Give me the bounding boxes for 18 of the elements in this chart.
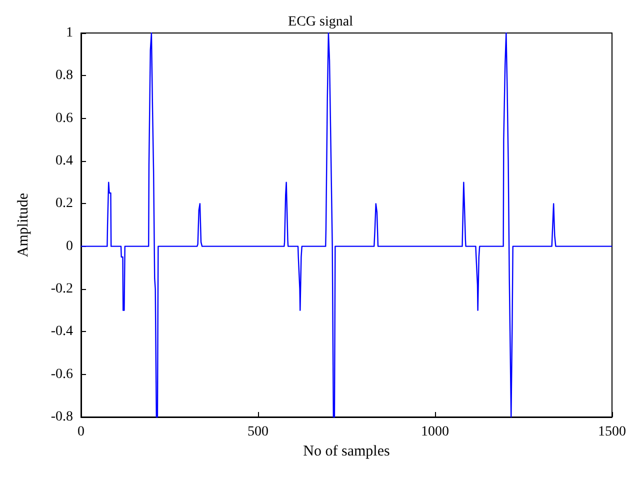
x-tick-label: 0 [78,424,84,440]
y-tick-label: 1 [66,26,73,40]
y-tick-label: 0 [66,238,73,254]
line-series [80,32,613,418]
x-tick-label: 1500 [598,424,626,440]
chart-title: ECG signal [288,14,354,30]
x-tick-label: 1000 [421,424,449,440]
x-tick-label: 500 [248,424,268,440]
y-tick-label: 0.8 [56,68,73,84]
y-tick-label: -0.6 [50,366,73,382]
y-tick-label: -0.2 [50,282,73,296]
y-tick-label: 0.6 [56,110,73,126]
y-axis-title: Amplitude [16,192,32,258]
y-tick-label: -0.4 [50,324,73,340]
y-tick-label: -0.8 [50,410,73,424]
y-tick-label: 0.2 [56,196,73,212]
x-axis-title: No of samples [303,443,390,460]
y-tick-label: 0.4 [56,154,73,168]
